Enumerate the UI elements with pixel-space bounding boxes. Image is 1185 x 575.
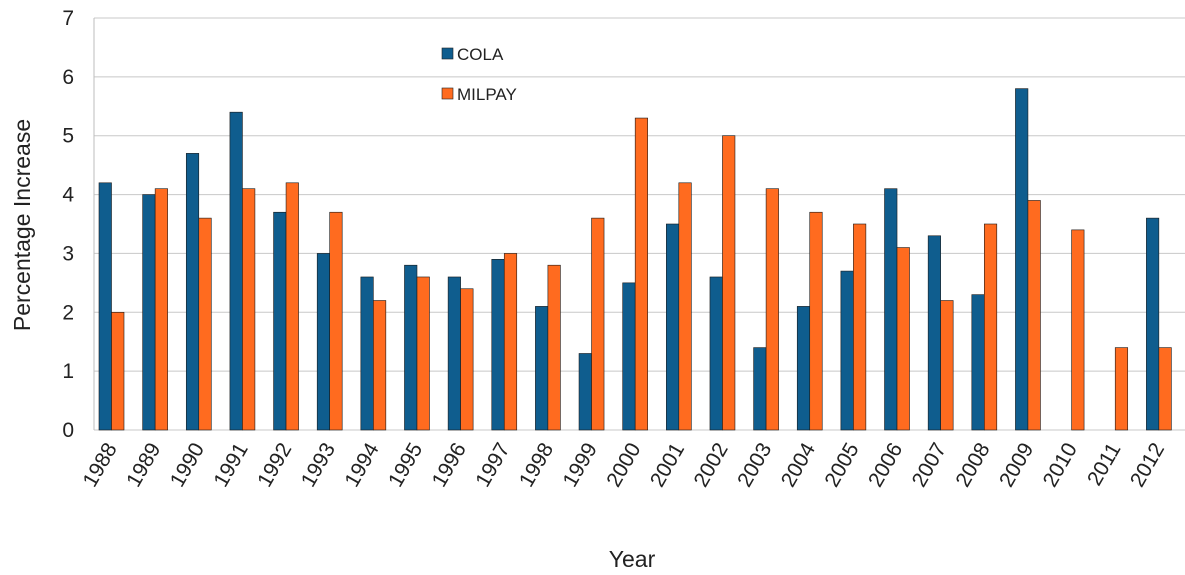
x-tick-label: 2009 (995, 439, 1038, 491)
bar-cola-2008 (971, 294, 985, 431)
x-tick-labels: 1988 1989 1990 1991 1992 1993 1994 1995 1996 1997… (79, 439, 1170, 491)
bar-cola-2005 (840, 270, 854, 431)
bar-milpay-1996 (460, 288, 474, 431)
bar-milpay-1994 (373, 300, 387, 431)
bar-cola-1991 (229, 111, 243, 431)
bar-milpay-1989 (154, 188, 168, 431)
x-tick-label: 2008 (951, 439, 994, 491)
x-tick-label: 1998 (515, 439, 558, 491)
bar-milpay-2000 (634, 117, 648, 431)
bar-cola-2012 (1146, 217, 1160, 431)
bar-milpay-1995 (416, 276, 430, 431)
x-tick-label: 1988 (79, 439, 122, 491)
x-axis-title: Year (609, 546, 656, 572)
y-tick-label: 3 (62, 242, 74, 265)
bar-milpay-1997 (503, 253, 518, 431)
x-tick-label: 2001 (646, 439, 689, 491)
x-tick-label: 1994 (340, 439, 383, 491)
y-tick-labels: 0 1 2 3 4 5 6 7 (62, 7, 74, 442)
bar-milpay-1992 (285, 182, 299, 431)
bar-cola-1994 (360, 276, 374, 431)
x-tick-label: 2002 (690, 439, 733, 491)
bar-milpay-1988 (111, 311, 125, 431)
x-tick-label: 1995 (384, 439, 427, 491)
bar-cola-2000 (622, 282, 636, 431)
bar-milpay-1990 (198, 217, 212, 431)
bar-cola-1989 (142, 194, 156, 431)
bar-cola-2004 (796, 306, 811, 431)
bar-milpay-2006 (896, 247, 910, 431)
y-tick-label: 0 (62, 419, 74, 442)
bar-milpay-2001 (678, 182, 692, 431)
y-tick-label: 2 (62, 301, 74, 324)
bar-milpay-2002 (722, 135, 736, 431)
bar-cola-2006 (884, 188, 898, 431)
bar-milpay-2008 (983, 223, 998, 431)
bar-milpay-2010 (1071, 229, 1085, 431)
bar-milpay-2011 (1114, 347, 1129, 431)
legend-label-cola: COLA (457, 45, 504, 64)
bar-milpay-1998 (547, 264, 561, 431)
bar-milpay-2005 (853, 223, 867, 431)
y-tick-label: 7 (62, 7, 74, 30)
bar-cola-2001 (666, 223, 680, 431)
legend-label-milpay: MILPAY (457, 85, 517, 104)
bar-milpay-2007 (940, 300, 954, 431)
x-tick-label: 2004 (777, 439, 820, 491)
bar-cola-1998 (535, 306, 549, 431)
bar-milpay-2012 (1158, 347, 1172, 431)
x-tick-label: 2007 (908, 439, 951, 491)
bar-milpay-1991 (242, 188, 256, 431)
x-tick-label: 2010 (1039, 439, 1082, 491)
bar-cola-1999 (578, 353, 592, 431)
bar-cola-1993 (316, 253, 331, 431)
bar-cola-1995 (404, 264, 418, 431)
bars (98, 88, 1172, 431)
bar-cola-2009 (1015, 88, 1029, 431)
x-tick-label: 2012 (1126, 439, 1169, 491)
bar-cola-1990 (185, 153, 200, 431)
bar-cola-2002 (709, 276, 723, 431)
bar-cola-1992 (273, 211, 287, 431)
x-tick-label: 1999 (559, 439, 602, 491)
bar-cola-1988 (98, 182, 112, 431)
bar-cola-1997 (491, 259, 505, 431)
bar-cola-2007 (927, 235, 941, 431)
x-tick-label: 1990 (166, 439, 209, 491)
x-tick-label: 1989 (122, 439, 165, 491)
y-tick-label: 6 (62, 66, 74, 89)
legend-swatch-milpay (441, 87, 454, 100)
y-tick-label: 5 (62, 125, 74, 148)
y-axis-title: Percentage Increase (9, 119, 35, 331)
x-tick-label: 2011 (1083, 439, 1126, 490)
x-tick-label: 1991 (209, 439, 252, 491)
x-tick-label: 2000 (602, 439, 645, 491)
x-tick-label: 2005 (820, 439, 863, 491)
bar-cola-1996 (447, 276, 461, 431)
y-tick-label: 1 (62, 360, 74, 383)
y-tick-label: 4 (62, 184, 74, 207)
x-tick-label: 1996 (428, 439, 471, 491)
x-tick-label: 1992 (253, 439, 296, 491)
bar-milpay-2004 (809, 211, 823, 431)
legend-swatch-cola (441, 47, 454, 60)
legend: COLA MILPAY (441, 45, 517, 104)
x-tick-label: 1997 (471, 439, 514, 491)
bar-cola-2003 (753, 347, 767, 431)
x-tick-label: 2006 (864, 439, 907, 491)
bar-milpay-1993 (329, 211, 343, 431)
bar-milpay-2009 (1027, 200, 1041, 431)
bar-milpay-1999 (591, 217, 605, 431)
x-tick-label: 2003 (733, 439, 776, 491)
x-tick-label: 1993 (297, 439, 340, 491)
bar-milpay-2003 (765, 188, 779, 431)
